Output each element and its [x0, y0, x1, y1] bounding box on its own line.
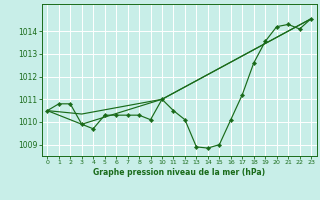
X-axis label: Graphe pression niveau de la mer (hPa): Graphe pression niveau de la mer (hPa) — [93, 168, 265, 177]
